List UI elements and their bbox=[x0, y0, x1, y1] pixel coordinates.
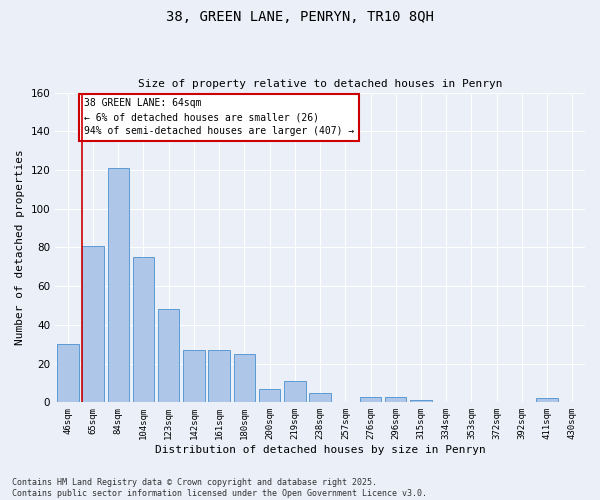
X-axis label: Distribution of detached houses by size in Penryn: Distribution of detached houses by size … bbox=[155, 445, 485, 455]
Text: 38 GREEN LANE: 64sqm
← 6% of detached houses are smaller (26)
94% of semi-detach: 38 GREEN LANE: 64sqm ← 6% of detached ho… bbox=[83, 98, 354, 136]
Y-axis label: Number of detached properties: Number of detached properties bbox=[15, 150, 25, 346]
Text: 38, GREEN LANE, PENRYN, TR10 8QH: 38, GREEN LANE, PENRYN, TR10 8QH bbox=[166, 10, 434, 24]
Bar bbox=[158, 310, 179, 402]
Title: Size of property relative to detached houses in Penryn: Size of property relative to detached ho… bbox=[138, 79, 502, 89]
Bar bbox=[82, 246, 104, 402]
Bar bbox=[133, 257, 154, 402]
Bar bbox=[385, 396, 406, 402]
Bar bbox=[410, 400, 432, 402]
Bar bbox=[310, 392, 331, 402]
Bar bbox=[259, 389, 280, 402]
Bar bbox=[360, 396, 381, 402]
Bar bbox=[107, 168, 129, 402]
Bar bbox=[536, 398, 558, 402]
Bar bbox=[183, 350, 205, 403]
Bar bbox=[284, 381, 305, 402]
Text: Contains HM Land Registry data © Crown copyright and database right 2025.
Contai: Contains HM Land Registry data © Crown c… bbox=[12, 478, 427, 498]
Bar bbox=[208, 350, 230, 403]
Bar bbox=[57, 344, 79, 403]
Bar bbox=[233, 354, 255, 403]
